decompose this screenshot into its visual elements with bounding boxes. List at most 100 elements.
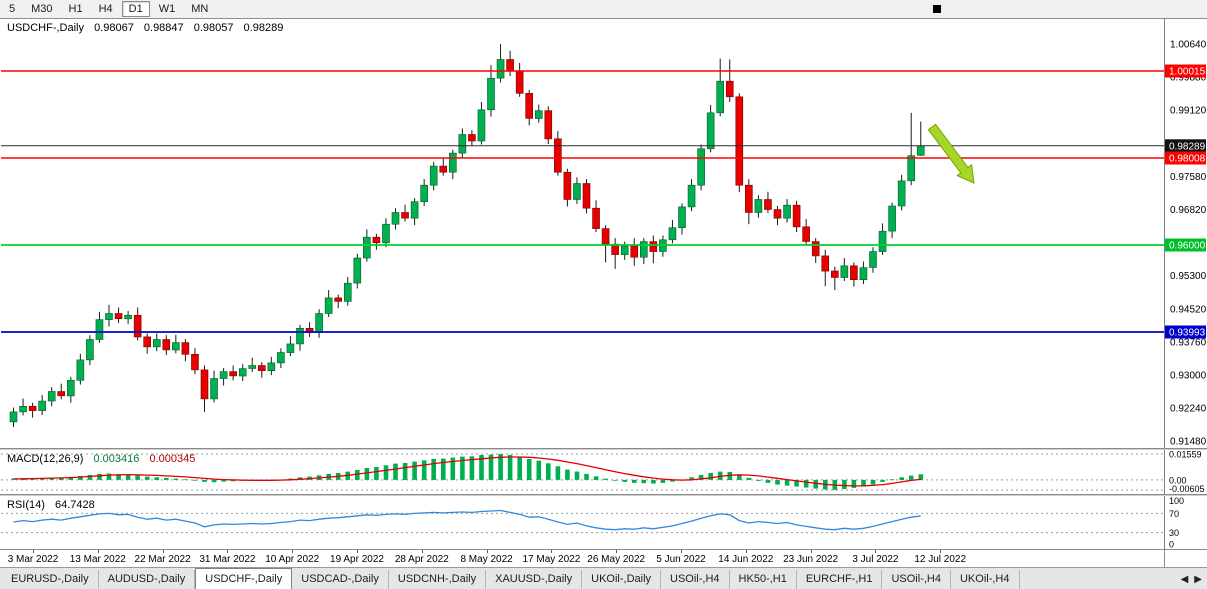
bear-candle	[601, 228, 610, 245]
timeframe-button-h4[interactable]: H4	[98, 3, 113, 15]
macd-bar	[727, 472, 733, 480]
bull-candle	[716, 80, 725, 114]
chart-tab-usoil-h4[interactable]: USOil-,H4	[661, 570, 730, 589]
macd-bar	[813, 479, 818, 489]
chart-tab-usdcnh-daily[interactable]: USDCNH-,Daily	[388, 570, 487, 589]
time-axis[interactable]: 3 Mar 2022 13 Mar 2022 22 Mar 2022 31 Mar 2…	[0, 549, 1207, 568]
macd-bar	[183, 479, 188, 481]
bull-candle	[620, 245, 629, 255]
macd-bar	[918, 474, 924, 480]
bull-candle	[9, 411, 18, 423]
bear-candle	[57, 391, 66, 397]
bull-candle	[706, 112, 715, 150]
macd-bar	[144, 476, 150, 480]
timeframe-button-w1[interactable]: W1	[158, 3, 176, 15]
macd-bar	[670, 479, 675, 482]
macd-bar	[641, 479, 647, 484]
chart-tab-audusd-daily[interactable]: AUDUSD-,Daily	[98, 570, 196, 589]
macd-bar	[192, 479, 198, 481]
bull-candle	[67, 379, 75, 397]
main-chart-canvas[interactable]: 1.00640 0.99880 0.99120 0.97580 0.96820 0.953…	[0, 19, 1207, 448]
bull-candle	[47, 391, 56, 402]
macd-bar	[402, 463, 408, 480]
macd-bar	[737, 474, 742, 480]
chart-tab-eurchf-h1[interactable]: EURCHF-,H1	[796, 570, 883, 589]
bear-candle	[515, 70, 524, 94]
bull-candle	[86, 339, 94, 361]
bull-candle	[869, 251, 877, 268]
time-axis-tick	[162, 550, 164, 553]
bear-candle	[802, 226, 810, 242]
macd-bar	[68, 476, 74, 480]
main-chart-pane: 1.00640 0.99880 0.99120 0.97580 0.96820 0.953…	[0, 19, 1207, 448]
bear-candle	[229, 371, 237, 377]
timeframe-button-h1[interactable]: H1	[68, 3, 83, 15]
time-axis-tick	[292, 550, 294, 553]
chart-tab-xauusd-daily[interactable]: XAUUSD-,Daily	[486, 570, 583, 589]
time-axis-label: 22 Mar 2022	[134, 554, 191, 565]
bear-candle	[792, 204, 801, 228]
time-axis-tick	[616, 550, 618, 553]
macd-bar	[612, 479, 618, 481]
bull-candle	[172, 342, 180, 351]
macd-bar	[106, 473, 112, 480]
tab-scroll-arrows: ◀ ▶	[1173, 574, 1205, 585]
bid-price-line-badge	[1165, 139, 1206, 153]
bull-candle	[429, 165, 438, 186]
rsi-axis-label: 100	[1169, 496, 1184, 506]
price-axis-label: 1.00640	[1170, 39, 1207, 50]
macd-bar	[536, 460, 542, 480]
chart-tab-usdcad-daily[interactable]: USDCAD-,Daily	[292, 570, 389, 589]
bear-candle	[114, 313, 123, 319]
bull-candle	[38, 400, 46, 411]
hline-green-badge	[1165, 238, 1206, 252]
timeframe-button-d1[interactable]: D1	[121, 1, 150, 17]
chart-tab-usoil-h4[interactable]: USOil-,H4	[882, 570, 951, 589]
macd-bar	[469, 456, 475, 480]
bull-candle	[286, 343, 295, 353]
hline-green-badge-label: 0.96000	[1169, 241, 1206, 252]
macd-bar	[383, 465, 389, 480]
macd-bar	[851, 479, 857, 488]
timeframe-button-m30[interactable]: M30	[31, 3, 53, 15]
bear-candle	[439, 165, 448, 173]
tabs-scroll-left-icon[interactable]: ◀	[1180, 574, 1189, 585]
timeframe-button-5[interactable]: 5	[9, 3, 16, 15]
sell-arrow-annotation[interactable]	[927, 123, 975, 184]
time-axis-tick	[97, 550, 99, 553]
rsi-title: RSI(14) 64.7428	[7, 499, 102, 511]
ohlc-close: 0.98289	[243, 22, 284, 34]
chart-tab-ukoil-daily[interactable]: UKOil-,Daily	[582, 570, 662, 589]
rsi-indicator-pane: 100 70 30 0 RSI(14) 64.7428	[0, 496, 1207, 549]
chart-tab-ukoil-h4[interactable]: UKOil-,H4	[950, 570, 1020, 589]
pane-splitter[interactable]	[0, 448, 1207, 450]
hline-red-upper-badge	[1165, 64, 1206, 78]
bull-candle	[668, 227, 677, 241]
bear-candle	[506, 59, 514, 72]
timeframe-button-mn[interactable]: MN	[191, 3, 209, 15]
macd-bar	[574, 471, 580, 480]
macd-canvas[interactable]: 0.01559 0.00-0.00605	[0, 450, 1207, 494]
macd-bar	[498, 454, 503, 480]
bull-candle	[477, 109, 486, 142]
macd-bar	[698, 474, 704, 480]
chart-tab-usdchf-daily[interactable]: USDCHF-,Daily	[195, 568, 293, 589]
bear-candle	[630, 245, 639, 258]
chart-tab-eurusd-daily[interactable]: EURUSD-,Daily	[2, 570, 99, 589]
macd-bar	[116, 474, 121, 480]
rsi-canvas[interactable]: 100 70 30 0	[0, 496, 1207, 549]
time-axis-label: 26 May 2022	[587, 554, 646, 565]
bear-candle	[401, 212, 409, 219]
macd-bar	[632, 479, 637, 483]
chart-tab-hk50-h1[interactable]: HK50-,H1	[729, 570, 797, 589]
bear-candle	[525, 93, 534, 119]
bull-candle	[391, 212, 400, 225]
macd-bar	[202, 479, 207, 482]
macd-bar	[441, 458, 446, 480]
macd-bar	[526, 459, 532, 480]
pane-splitter[interactable]	[0, 494, 1207, 496]
rsi-axis-label: 70	[1169, 509, 1179, 519]
tabs-scroll-right-icon[interactable]: ▶	[1194, 574, 1202, 585]
macd-bar	[135, 475, 140, 480]
